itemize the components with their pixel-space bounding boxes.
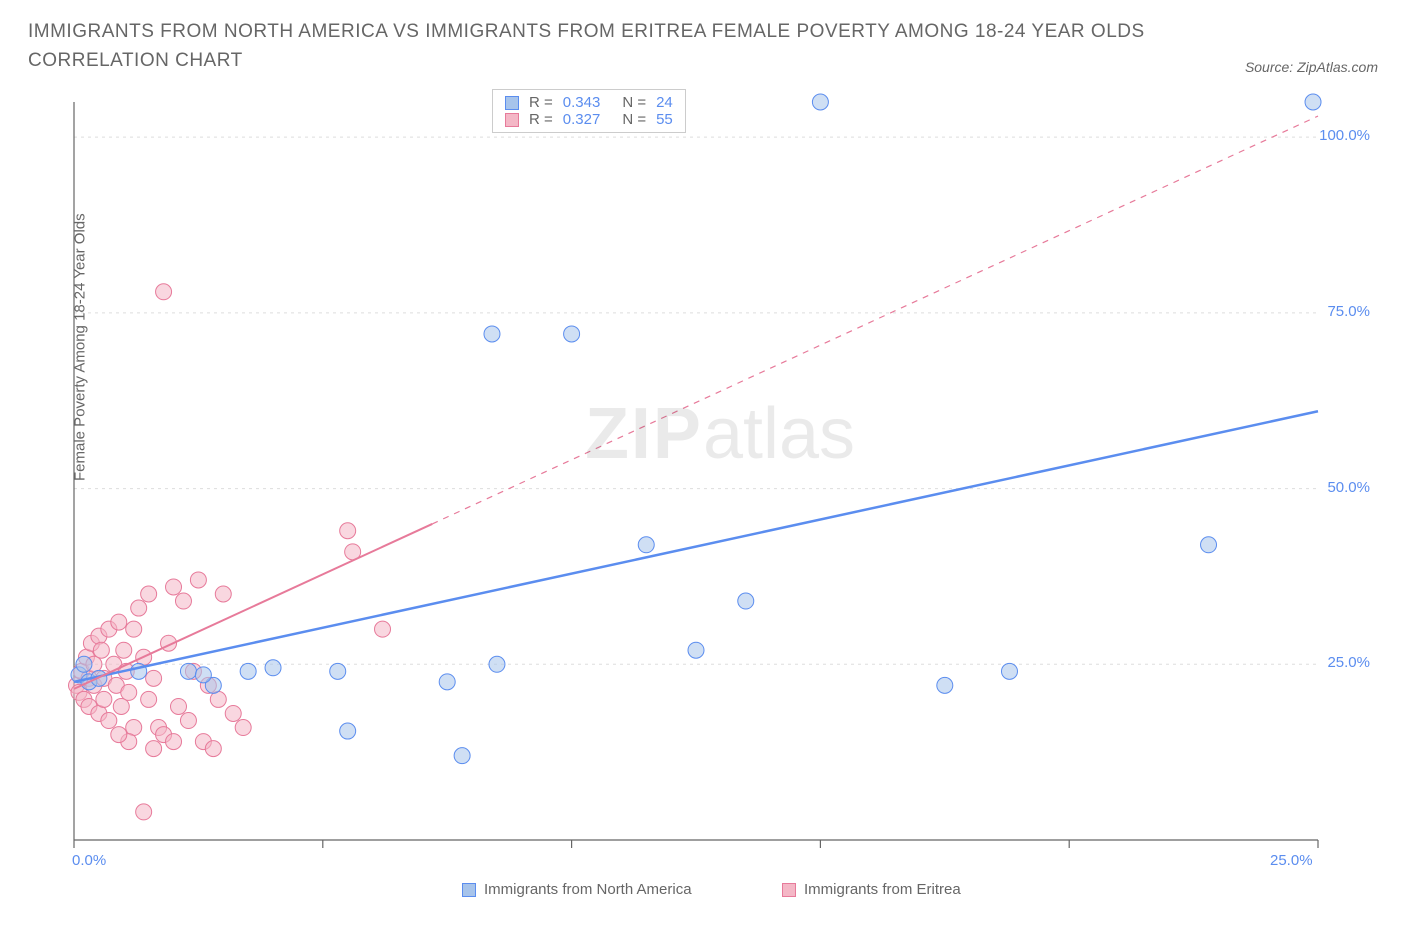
source-label: Source: ZipAtlas.com xyxy=(1245,59,1378,75)
r-value-na: 0.343 xyxy=(563,94,601,111)
stat-row-er: R = 0.327 N = 55 xyxy=(505,111,673,128)
chart-svg xyxy=(62,92,1378,870)
x-tick-label: 25.0% xyxy=(1270,852,1313,869)
y-tick-label: 100.0% xyxy=(1319,127,1370,144)
plot-area: Female Poverty Among 18-24 Year Olds ZIP… xyxy=(62,92,1378,870)
swatch-er-icon xyxy=(782,883,796,897)
swatch-na-icon xyxy=(462,883,476,897)
n-label: N = xyxy=(622,111,646,128)
chart-title: IMMIGRANTS FROM NORTH AMERICA VS IMMIGRA… xyxy=(28,18,1245,75)
header-row: IMMIGRANTS FROM NORTH AMERICA VS IMMIGRA… xyxy=(0,0,1406,75)
x-legend-er: Immigrants from Eritrea xyxy=(782,881,961,898)
x-legend-na: Immigrants from North America xyxy=(462,881,692,898)
chart-container: IMMIGRANTS FROM NORTH AMERICA VS IMMIGRA… xyxy=(0,0,1406,930)
x-legend-er-label: Immigrants from Eritrea xyxy=(804,881,961,898)
n-value-na: 24 xyxy=(656,94,673,111)
y-tick-label: 25.0% xyxy=(1327,654,1370,671)
stat-legend: R = 0.343 N = 24 R = 0.327 N = 55 xyxy=(492,89,686,133)
stat-row-na: R = 0.343 N = 24 xyxy=(505,94,673,111)
r-label: R = xyxy=(529,94,553,111)
r-value-er: 0.327 xyxy=(563,111,601,128)
x-tick-label: 0.0% xyxy=(72,852,106,869)
r-label: R = xyxy=(529,111,553,128)
n-label: N = xyxy=(622,94,646,111)
swatch-er xyxy=(505,113,519,127)
swatch-na xyxy=(505,96,519,110)
y-axis-label: Female Poverty Among 18-24 Year Olds xyxy=(72,213,89,481)
y-tick-label: 50.0% xyxy=(1327,479,1370,496)
y-tick-label: 75.0% xyxy=(1327,303,1370,320)
n-value-er: 55 xyxy=(656,111,673,128)
x-legend-na-label: Immigrants from North America xyxy=(484,881,692,898)
